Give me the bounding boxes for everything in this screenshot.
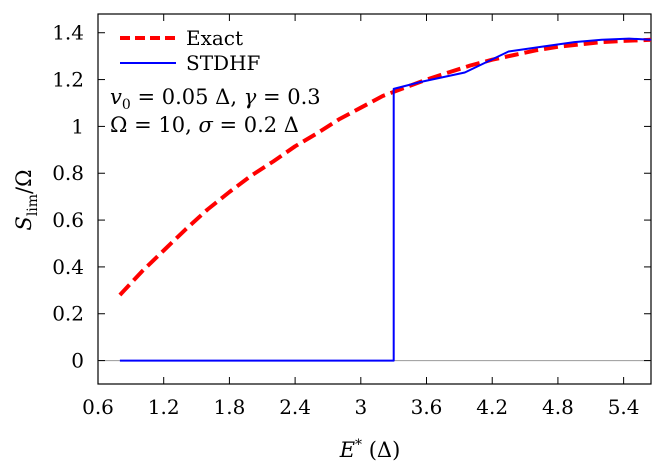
x-tick-label: 0.6	[82, 395, 114, 419]
x-tick-label: 3.6	[411, 395, 443, 419]
x-tick-label: 2.4	[279, 395, 311, 419]
legend-label-stdhf: STDHF	[186, 51, 261, 75]
ticks	[97, 14, 651, 384]
y-tick-label: 0.8	[52, 161, 84, 185]
x-tick-label: 4.8	[542, 395, 574, 419]
series-stdhf-line	[119, 37, 652, 362]
x-tick-label: 4.2	[476, 395, 508, 419]
y-tick-label: 0.6	[52, 208, 84, 232]
y-axis-title: Slim/Ω	[12, 169, 41, 230]
series	[118, 37, 652, 362]
tick-labels: 0.6 1.2 1.8 2.4 3 3.6 4.2 4.8 5.4 0 0.2 0.4 0.6 0.8 1 1…	[52, 21, 639, 419]
series-exact-line	[118, 37, 652, 297]
y-tick-label: 0.4	[52, 255, 84, 279]
y-tick-label: 1	[71, 114, 84, 138]
x-tick-label: 5.4	[608, 395, 640, 419]
legend-label-exact: Exact	[186, 26, 243, 50]
x-tick-label: 1.2	[148, 395, 180, 419]
y-tick-label: 0.2	[52, 302, 84, 326]
x-axis-title: E* (Δ)	[339, 437, 401, 462]
y-tick-label: 0	[71, 349, 84, 373]
y-tick-label: 1.2	[52, 68, 84, 92]
annotation-params-2: Ω = 10, σ = 0.2 Δ	[110, 113, 299, 137]
y-tick-label: 1.4	[52, 21, 84, 45]
annotation-params-1: v0 = 0.05 Δ, γ = 0.3	[110, 85, 321, 113]
plot-frame	[97, 13, 652, 385]
x-tick-label: 3	[354, 395, 367, 419]
x-tick-label: 1.8	[213, 395, 245, 419]
legend: Exact STDHF	[120, 26, 261, 75]
